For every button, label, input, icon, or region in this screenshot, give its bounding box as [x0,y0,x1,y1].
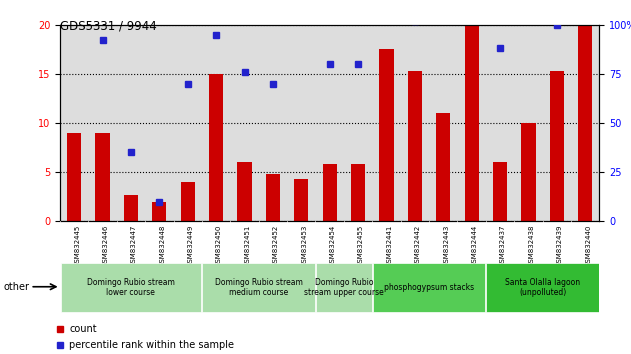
Bar [95,133,110,221]
Text: GSM832438: GSM832438 [528,224,534,267]
Bar [67,133,81,221]
Bar [408,71,422,221]
Text: GSM832445: GSM832445 [74,224,80,267]
Text: GSM832442: GSM832442 [415,224,421,267]
Bar [180,182,195,221]
Bar [266,174,280,221]
Text: GSM832440: GSM832440 [585,224,591,267]
Bar [237,162,252,221]
Text: GSM832452: GSM832452 [273,224,279,267]
Bar [521,123,536,221]
Bar [124,195,138,221]
Bar [61,263,201,312]
Text: GSM832449: GSM832449 [188,224,194,267]
Text: count: count [69,324,97,334]
Text: GSM832454: GSM832454 [329,224,336,267]
Text: GSM832450: GSM832450 [216,224,222,267]
Bar [209,74,223,221]
Text: GSM832441: GSM832441 [386,224,392,267]
Text: GSM832444: GSM832444 [471,224,478,267]
Text: other: other [3,282,29,292]
Text: Domingo Rubio stream
medium course: Domingo Rubio stream medium course [215,278,303,297]
Text: GSM832451: GSM832451 [244,224,251,267]
Text: GSM832455: GSM832455 [358,224,364,267]
Text: phosphogypsum stacks: phosphogypsum stacks [384,283,474,292]
Bar [294,179,309,221]
Bar [203,263,315,312]
Text: GSM832448: GSM832448 [159,224,165,267]
Bar [550,71,564,221]
Bar [487,263,599,312]
Text: GSM832443: GSM832443 [443,224,449,267]
Text: GSM832453: GSM832453 [301,224,307,267]
Text: Santa Olalla lagoon
(unpolluted): Santa Olalla lagoon (unpolluted) [505,278,581,297]
Bar [464,25,479,221]
Text: GSM832447: GSM832447 [131,224,137,267]
Bar [436,113,451,221]
Text: Domingo Rubio
stream upper course: Domingo Rubio stream upper course [304,278,384,297]
Text: Domingo Rubio stream
lower course: Domingo Rubio stream lower course [87,278,175,297]
Bar [493,162,507,221]
Bar [316,263,372,312]
Text: percentile rank within the sample: percentile rank within the sample [69,340,234,350]
Text: GSM832437: GSM832437 [500,224,506,267]
Bar [152,202,167,221]
Text: GSM832446: GSM832446 [102,224,109,267]
Bar [322,164,337,221]
Text: GDS5331 / 9944: GDS5331 / 9944 [60,19,156,33]
Bar [578,25,593,221]
Bar [373,263,485,312]
Text: GSM832439: GSM832439 [557,224,563,267]
Bar [351,164,365,221]
Bar [379,49,394,221]
